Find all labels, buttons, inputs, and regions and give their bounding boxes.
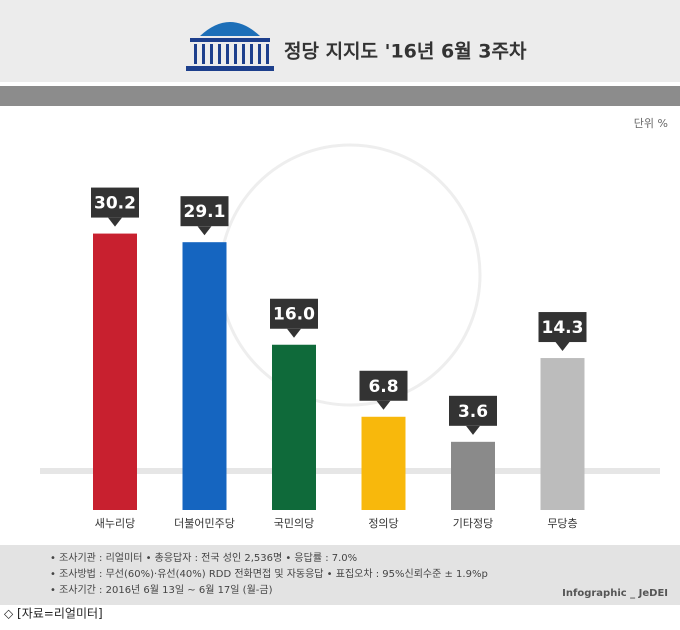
callout-pointer xyxy=(197,226,212,236)
value-callout xyxy=(449,395,497,426)
bar xyxy=(272,344,316,510)
bar xyxy=(451,441,495,510)
x-tick-label: 정의당 xyxy=(368,517,398,530)
value-label: 6.8 xyxy=(368,377,398,397)
logo xyxy=(186,22,274,71)
bar xyxy=(182,242,227,510)
source: ◇ [자료=리얼미터] xyxy=(4,607,103,621)
value-label: 16.0 xyxy=(273,305,315,325)
footer-bg xyxy=(0,545,680,605)
header-stripe xyxy=(0,86,680,106)
floor-shadow xyxy=(40,468,660,474)
callout-pointer xyxy=(466,425,480,435)
value-callout xyxy=(538,312,587,343)
x-tick-label: 기타정당 xyxy=(453,517,493,530)
unit-label: 단위 % xyxy=(634,117,668,130)
chart-title: 정당 지지도 '16년 6월 3주차 xyxy=(284,41,527,63)
note: • 조사기관 : 리얼미터 • 총응답자 : 전국 성인 2,536명 • 응답… xyxy=(50,552,357,564)
note: • 조사기간 : 2016년 6월 13일 ~ 6월 17일 (월-금) xyxy=(50,584,273,596)
x-tick-label: 새누리당 xyxy=(95,517,135,530)
note: • 조사방법 : 무선(60%)·유선(40%) RDD 전화면접 및 자동응답… xyxy=(50,568,488,580)
value-callout xyxy=(270,298,318,329)
header-bg xyxy=(0,0,680,82)
value-callout xyxy=(91,187,139,218)
callout-pointer xyxy=(555,342,570,352)
bar xyxy=(540,358,585,510)
watermark xyxy=(218,143,482,407)
value-label: 30.2 xyxy=(94,194,136,214)
callout-pointer xyxy=(287,328,301,338)
x-tick-label: 더불어민주당 xyxy=(174,517,235,530)
value-label: 14.3 xyxy=(542,318,584,338)
value-label: 29.1 xyxy=(184,202,226,222)
value-callout xyxy=(359,370,408,401)
value-label: 3.6 xyxy=(458,402,488,422)
value-callout xyxy=(180,196,229,227)
x-tick-label: 무당층 xyxy=(547,517,577,530)
callout-pointer xyxy=(108,217,122,227)
x-tick-label: 국민의당 xyxy=(274,517,314,530)
bar xyxy=(93,233,137,510)
credit: Infographic _ JeDEI xyxy=(562,588,668,599)
callout-pointer xyxy=(376,400,391,410)
bar xyxy=(361,416,406,510)
